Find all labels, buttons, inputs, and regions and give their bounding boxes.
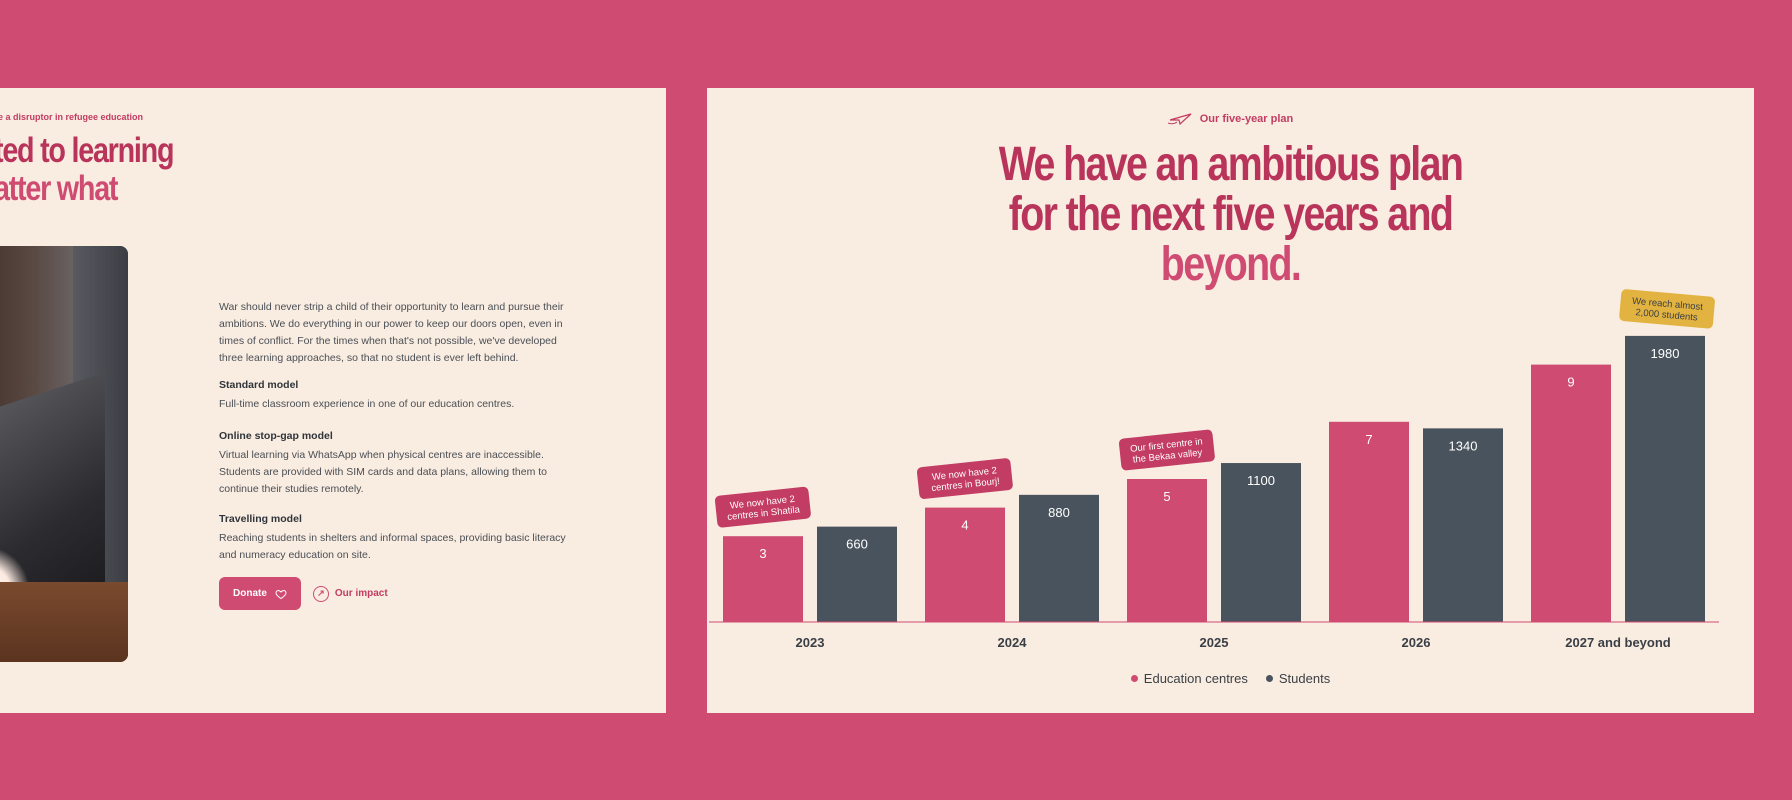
right-slide-panel: Our five-year plan We have an ambitious … [707, 88, 1754, 713]
bar-value-label: 9 [1567, 375, 1574, 390]
callout-box [714, 486, 811, 528]
legend-item-centres: Education centres [1130, 671, 1248, 686]
bar-value-label: 660 [846, 537, 868, 552]
x-axis-label: 2024 [998, 635, 1028, 650]
chart-bar [1221, 463, 1301, 622]
x-axis-label: 2027 and beyond [1565, 635, 1671, 650]
chart-bar [1625, 335, 1705, 622]
heart-icon [275, 589, 287, 599]
callout-box [1619, 289, 1715, 329]
model-title: Online stop-gap model [219, 430, 333, 442]
callout-text: 2,000 students [1635, 307, 1698, 323]
five-year-plan-chart: 3 660 2023 4 880 2024 5 1100 2025 7 1340 2026 9 1980 2… [709, 289, 1719, 650]
heading-accent-line: beyond. [1160, 238, 1302, 291]
chart-bar [1531, 364, 1611, 622]
intro-paragraph: War should never strip a child of their … [219, 301, 564, 364]
chart-bar [925, 507, 1005, 622]
left-slide-panel: e a disruptor in refugee education ted t… [0, 88, 666, 713]
bar-value-label: 880 [1048, 505, 1070, 520]
model-description: Reaching students in shelters and inform… [219, 532, 566, 561]
bar-value-label: 7 [1365, 432, 1372, 447]
model-description: Full-time classroom experience in one of… [219, 398, 515, 410]
left-heading: ted to learning atter what [0, 131, 175, 208]
chart-bar [1329, 421, 1409, 622]
chart-bar [1019, 494, 1099, 622]
our-impact-label: Our impact [334, 588, 388, 599]
callout-box [1118, 429, 1215, 471]
chart-bar [723, 536, 803, 622]
legend-item-students: Students [1265, 671, 1331, 686]
bar-value-label: 5 [1163, 489, 1170, 504]
five-year-plan-eyebrow: Our five-year plan [707, 111, 1754, 127]
bar-value-label: 1980 [1651, 346, 1680, 361]
left-heading-line2: atter what [0, 169, 118, 208]
bar-value-label: 1100 [1247, 473, 1275, 488]
action-row: Donate ↗ Our impact [219, 577, 388, 610]
x-axis-label: 2026 [1402, 635, 1431, 650]
left-eyebrow: e a disruptor in refugee education [0, 112, 144, 122]
our-impact-link[interactable]: ↗ Our impact [312, 585, 388, 602]
model-description: Virtual learning via WhatsApp when physi… [219, 449, 548, 495]
legend-dot-centres [1130, 675, 1138, 682]
left-heading-line1: ted to learning [0, 131, 175, 170]
paper-plane-icon [1167, 113, 1192, 126]
arrow-up-right-icon: ↗ [312, 585, 329, 602]
legend-label: Education centres [1143, 671, 1248, 686]
x-axis-label: 2023 [796, 635, 825, 650]
legend-label: Students [1278, 671, 1331, 686]
bar-value-label: 3 [759, 546, 766, 561]
chart-bar [1127, 479, 1207, 622]
plan-heading: We have an ambitious plan for the next f… [707, 140, 1754, 290]
heading-line: We have an ambitious plan [998, 138, 1464, 191]
heading-line: for the next five years and [1008, 188, 1454, 241]
bar-value-label: 4 [961, 518, 968, 533]
bar-value-label: 1340 [1449, 438, 1478, 453]
chart-bar [817, 526, 897, 622]
model-title: Travelling model [219, 513, 302, 525]
callout-box [916, 458, 1013, 499]
donate-button-label: Donate [233, 588, 267, 599]
chart-legend: Education centres Students [707, 671, 1754, 686]
student-laptop-photo [0, 246, 128, 662]
legend-dot-students [1265, 675, 1273, 682]
eyebrow-label: Our five-year plan [1199, 113, 1294, 125]
donate-button[interactable]: Donate [219, 577, 301, 610]
x-axis-label: 2025 [1200, 635, 1229, 650]
chart-bar [1423, 428, 1503, 622]
model-title: Standard model [219, 379, 299, 391]
